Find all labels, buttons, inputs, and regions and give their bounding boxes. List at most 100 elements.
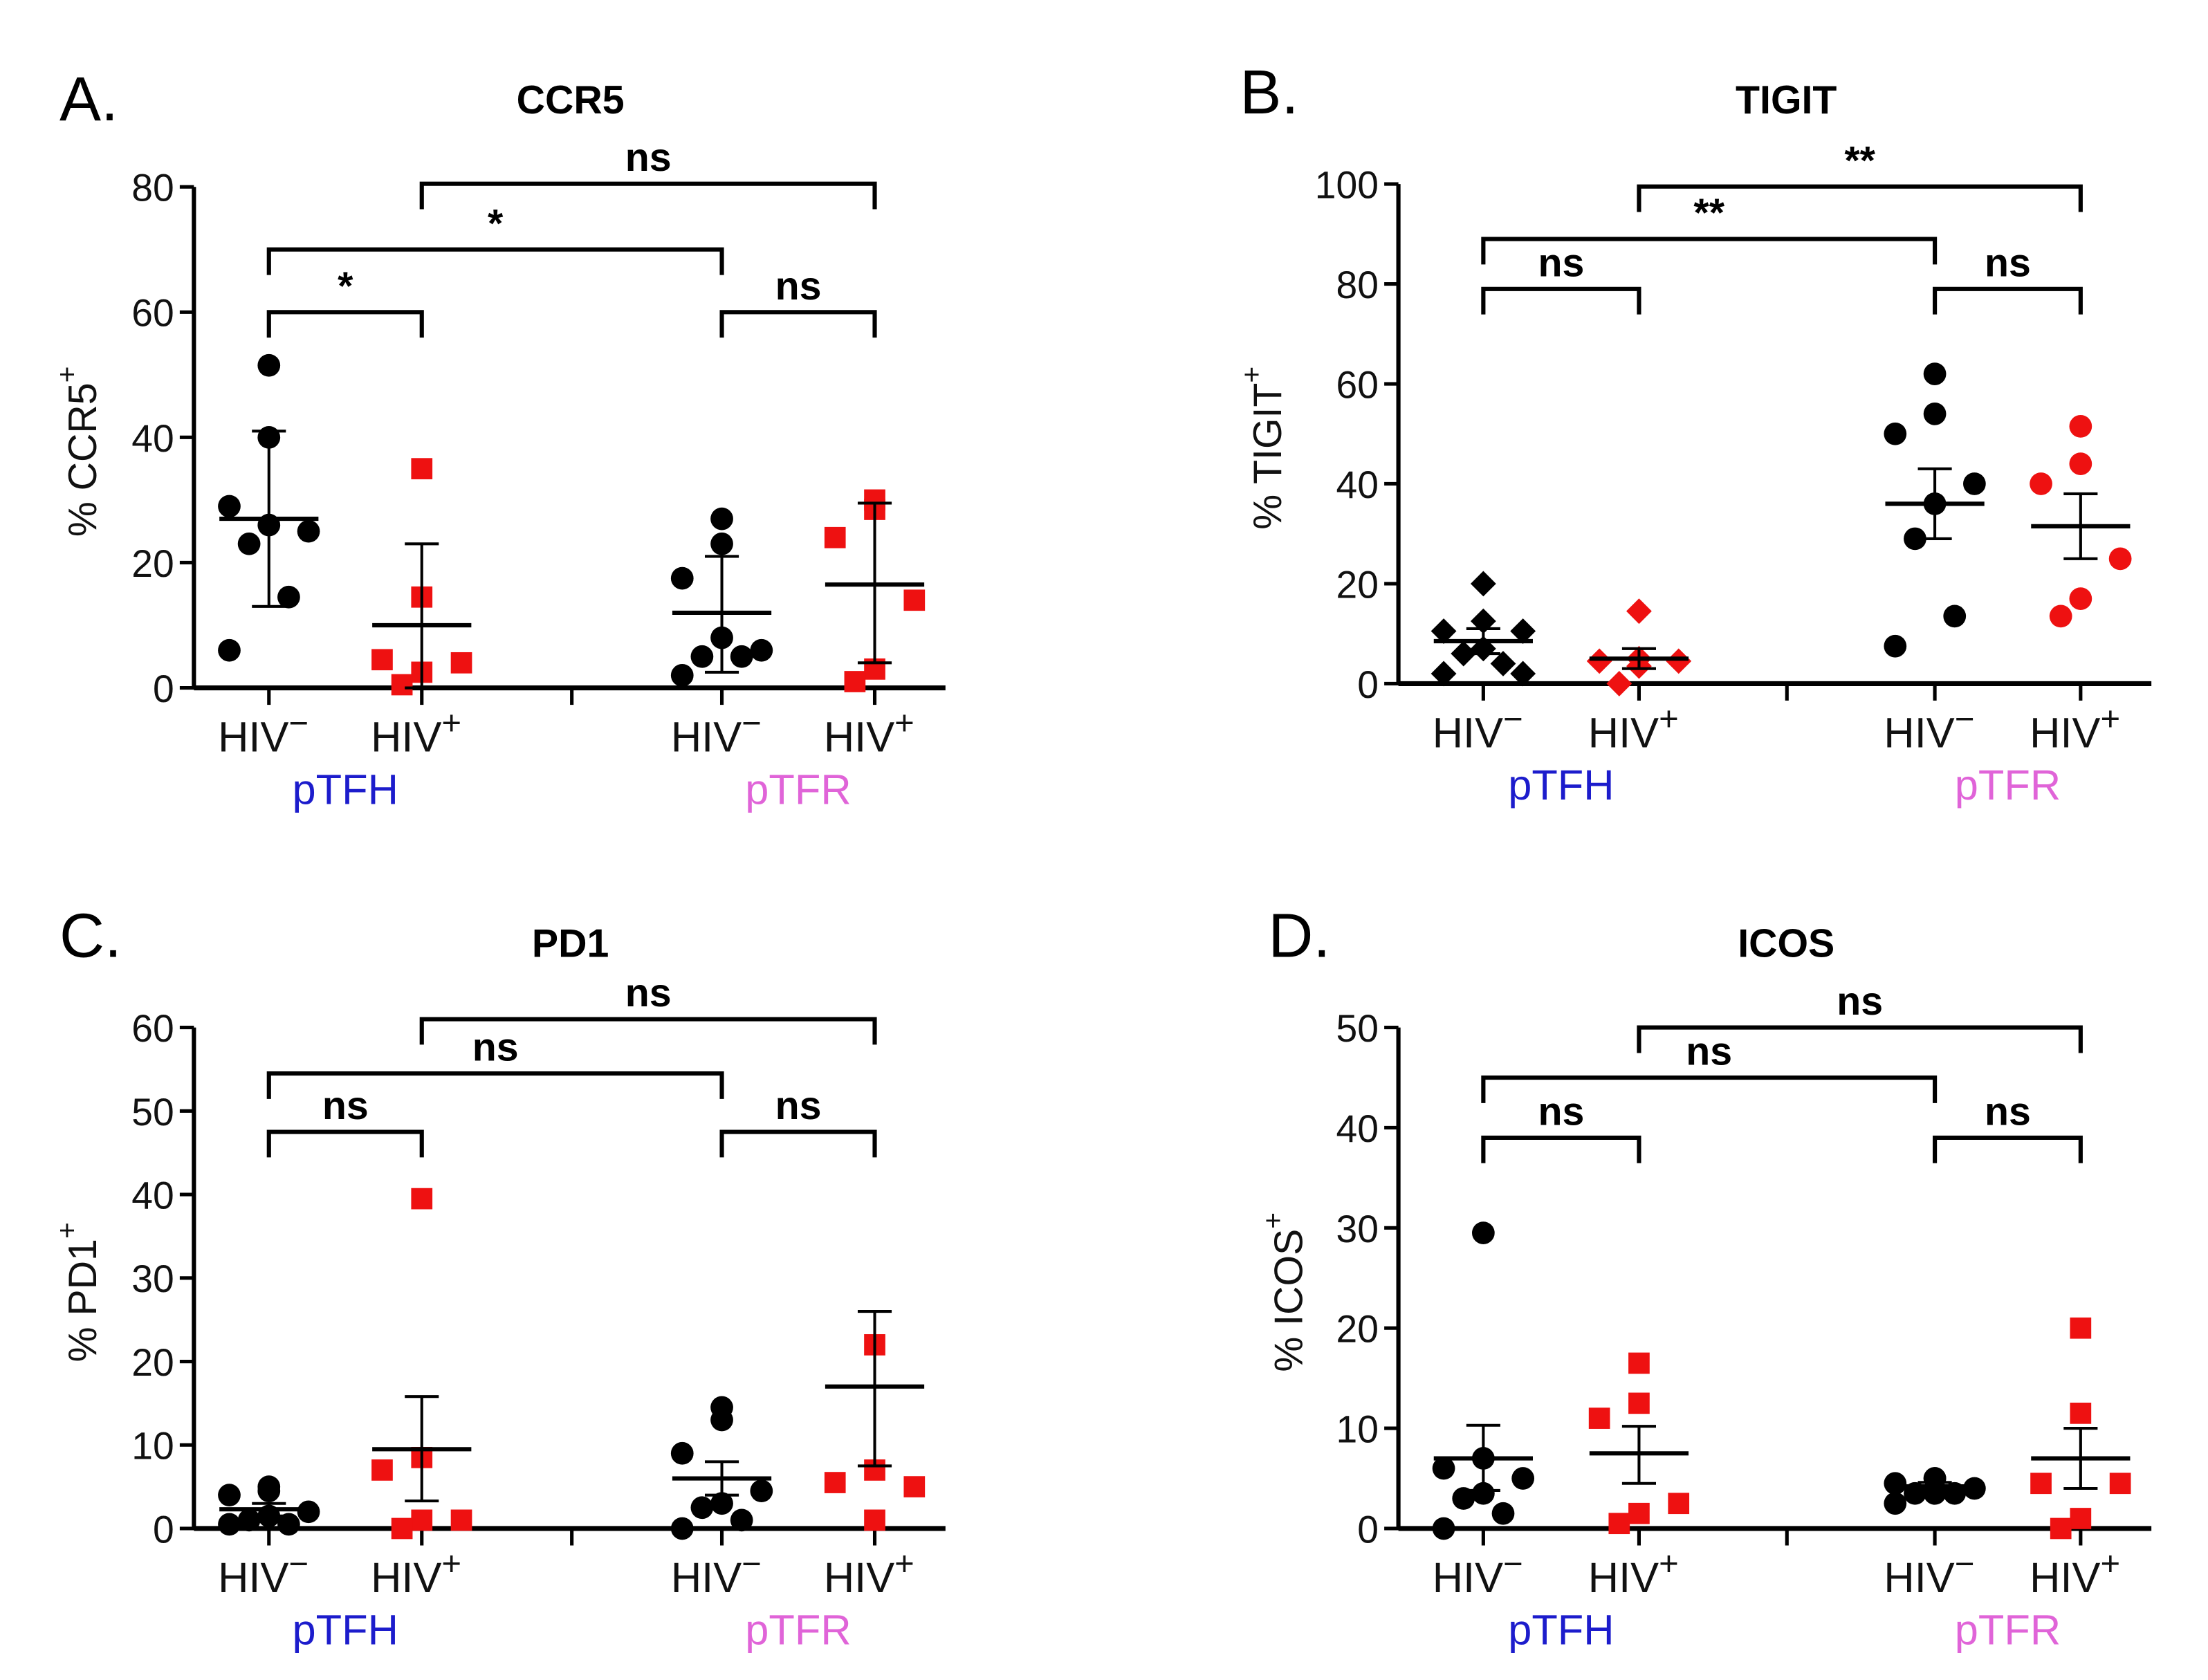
chart-title: PD1 (532, 921, 609, 966)
significance-bracket (1933, 286, 2083, 315)
data-point (2109, 1473, 2131, 1495)
y-tick-label: 30 (131, 1257, 174, 1300)
y-tick-label: 80 (131, 167, 174, 210)
data-point (450, 1509, 472, 1531)
data-point (710, 1492, 733, 1515)
x-tick-label-sup: − (742, 1545, 762, 1582)
data-point (1452, 1487, 1475, 1510)
x-tick-label-sup: − (742, 705, 762, 742)
x-tick-label: HIV+ (1588, 701, 1679, 757)
data-point (730, 645, 753, 668)
data-point (391, 1517, 413, 1540)
x-tick-label-sup: − (288, 1545, 309, 1582)
y-tick-label: 0 (153, 1508, 174, 1551)
data-point (1923, 362, 1947, 385)
data-point (903, 589, 926, 611)
data-point (1470, 571, 1496, 597)
x-tick-label: HIV− (1884, 701, 1974, 757)
data-point (1668, 1493, 1690, 1515)
y-tick-label: 30 (1336, 1208, 1379, 1250)
significance-bracket (719, 1129, 877, 1158)
x-tick-label-text: HIV (824, 1554, 894, 1602)
x-tick-label: HIV+ (824, 1545, 914, 1602)
data-point (1472, 1481, 1495, 1505)
data-point (257, 1479, 281, 1502)
data-point (1963, 472, 1986, 495)
significance-bracket (266, 247, 724, 275)
data-point (1586, 648, 1612, 674)
significance-label: ns (775, 1084, 822, 1128)
data-point (730, 1508, 753, 1532)
group-label: pTFH (293, 766, 398, 813)
y-axis-label: % PD1+ (50, 1222, 105, 1362)
chart-title: CCR5 (517, 78, 625, 122)
data-point (2108, 547, 2132, 571)
data-point (903, 1476, 926, 1497)
significance-bracket (1481, 1075, 1938, 1103)
significance-label: ns (472, 1026, 519, 1070)
x-tick-label-text: HIV (1433, 1554, 1503, 1602)
data-point (670, 1517, 694, 1540)
data-point (844, 671, 866, 692)
significance-label: ns (625, 971, 672, 1015)
x-tick-label-text: HIV (824, 714, 894, 761)
data-point (450, 652, 472, 674)
data-point (237, 1508, 261, 1532)
data-point (750, 638, 773, 662)
data-point (1432, 1517, 1455, 1540)
data-point (2049, 604, 2072, 628)
x-tick-label: HIV− (1884, 1545, 1974, 1602)
x-tick-label: HIV− (671, 1545, 762, 1602)
x-tick-label-sup: − (1955, 1545, 1975, 1582)
data-point (1943, 604, 1967, 628)
x-tick-label-text: HIV (2030, 1554, 2100, 1602)
y-tick-label: 20 (131, 1341, 174, 1384)
data-point (670, 1441, 694, 1465)
data-point (1608, 1513, 1630, 1535)
data-point (2070, 1508, 2092, 1529)
x-tick-label: HIV− (671, 705, 762, 761)
data-point (1472, 1221, 1495, 1244)
data-point (2030, 1473, 2052, 1495)
y-tick-label: 60 (131, 1007, 174, 1050)
data-point (277, 585, 300, 609)
significance-bracket (1637, 1025, 2083, 1053)
data-point (2069, 452, 2092, 475)
data-point (710, 1408, 733, 1432)
data-point (750, 1479, 773, 1502)
data-point (371, 649, 393, 671)
data-point (1588, 1407, 1610, 1429)
data-point (2050, 1517, 2072, 1540)
data-point (1490, 651, 1516, 676)
data-point (371, 1459, 393, 1481)
data-point (218, 495, 241, 518)
x-tick-label: HIV− (1433, 1545, 1523, 1602)
data-point (1511, 1467, 1535, 1490)
y-axis-label-sup: + (1235, 367, 1267, 383)
significance-bracket (1933, 1135, 2083, 1163)
data-point (710, 532, 733, 555)
data-point (411, 1188, 433, 1210)
data-point (411, 458, 433, 479)
data-point (1628, 1392, 1650, 1414)
y-axis-label-text: % ICOS (1267, 1229, 1311, 1372)
data-point (1904, 527, 1926, 551)
x-tick-label-sup: + (441, 705, 461, 742)
data-point (257, 353, 281, 377)
data-point (218, 1484, 241, 1507)
significance-bracket (1481, 1135, 1641, 1163)
significance-label: ns (1538, 241, 1584, 285)
data-point (218, 1513, 241, 1536)
x-tick-label: HIV+ (2030, 1545, 2120, 1602)
y-tick-label: 40 (1336, 463, 1379, 506)
y-tick-label: 20 (1336, 563, 1379, 606)
group-label: pTFR (745, 766, 851, 813)
data-point (1628, 1502, 1650, 1524)
chart-title: ICOS (1738, 921, 1834, 966)
significance-bracket (419, 1017, 877, 1045)
data-point (1510, 618, 1536, 644)
y-axis-label: % ICOS+ (1257, 1212, 1312, 1372)
x-tick-label-sup: + (1659, 701, 1679, 738)
data-point (670, 566, 694, 590)
x-tick-label-sup: + (894, 705, 914, 742)
